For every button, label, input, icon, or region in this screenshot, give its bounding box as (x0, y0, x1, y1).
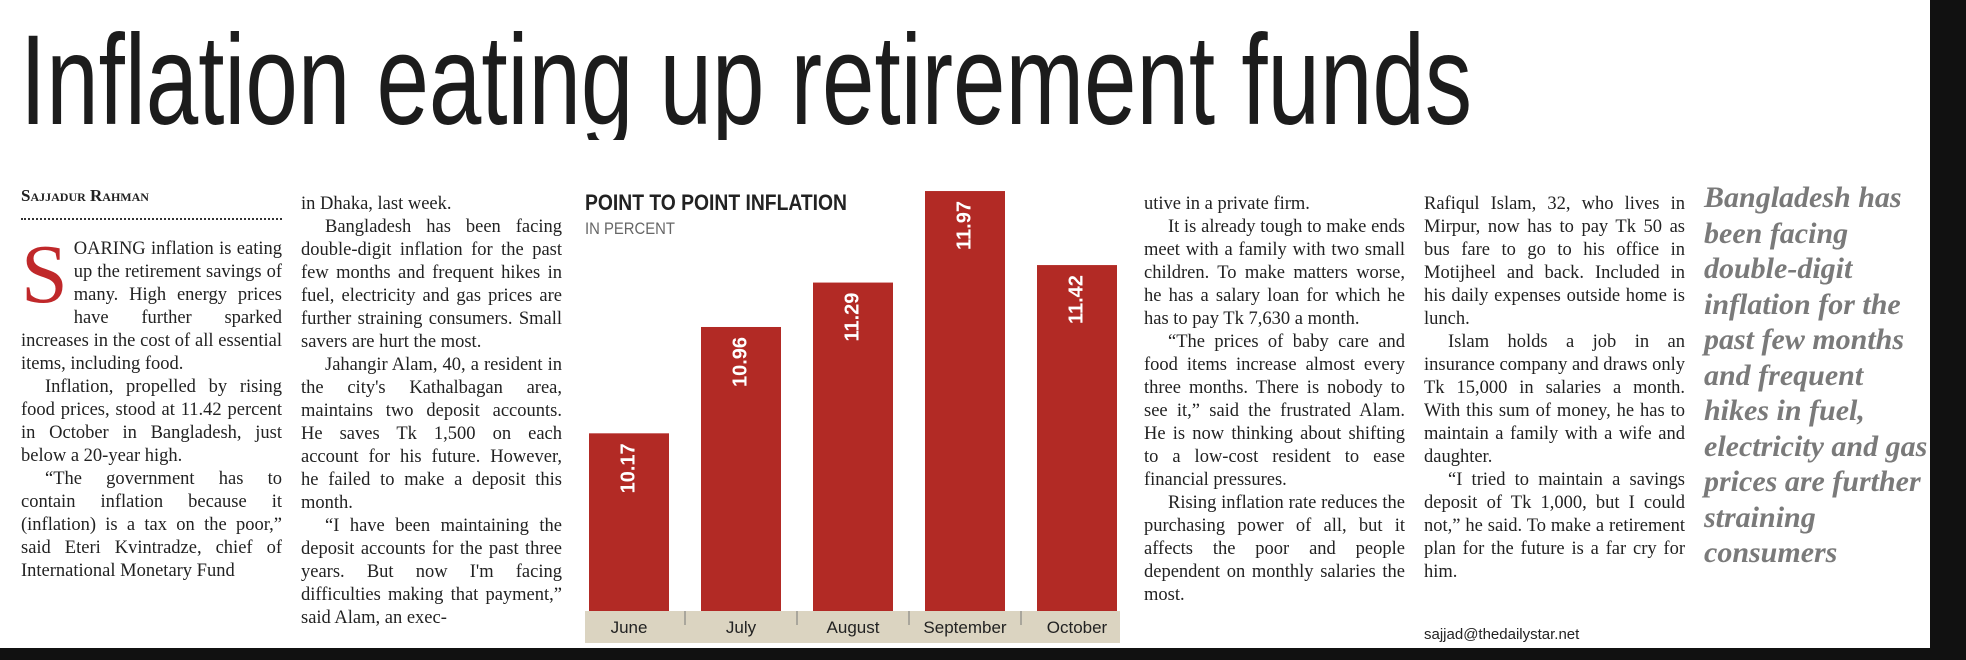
byline: Sajjadur Rahman (21, 186, 149, 205)
paragraph-text: “I tried to maintain a savings deposit o… (1424, 470, 1685, 582)
axis-band (585, 611, 1120, 643)
paragraph: Inflation, propelled by rising food pric… (21, 376, 282, 468)
column: S OARING inflation is eating up the retir… (21, 238, 282, 644)
edge (0, 648, 1966, 660)
value-label: 11.42 (1065, 275, 1087, 324)
headline-box: Inflation eating up retirement funds (20, 9, 1472, 140)
value-label: 11.29 (841, 293, 863, 342)
x-tick-label: June (611, 618, 648, 637)
paragraph: Rafiqul Islam, 32, who lives in Mirpur, … (1424, 193, 1685, 331)
chart-title: POINT TO POINT INFLATION (585, 190, 847, 215)
paragraph-text: in Dhaka, last week. (301, 194, 452, 214)
bar (1037, 265, 1117, 611)
paragraph-text: Rising inflation rate reduces the purcha… (1144, 493, 1405, 605)
paragraph-text: Jahangir Alam, 40, a resident in the cit… (301, 355, 562, 513)
paragraph: “The government has to contain inflation… (21, 468, 282, 583)
paragraph: in Dhaka, last week. (301, 193, 562, 216)
x-tick-label: August (827, 618, 880, 637)
edge (1930, 0, 1966, 660)
headline: Inflation eating up retirement funds (20, 9, 1472, 140)
chart: POINT TO POINT INFLATION IN PERCENT 10.1… (585, 190, 1120, 643)
pull-quote: Bangladesh has been facing double-digit … (1704, 181, 1928, 569)
email: sajjad@thedailystar.net (1424, 626, 1580, 643)
paragraph-text: utive in a private firm. (1144, 194, 1310, 214)
bar (813, 282, 893, 611)
paragraph-text: “I have been maintaining the deposit acc… (301, 516, 562, 628)
paragraph-text: Rafiqul Islam, 32, who lives in Mirpur, … (1424, 194, 1685, 329)
column: in Dhaka, last week. Bangladesh has been … (301, 193, 562, 644)
paragraph: Islam holds a job in an insurance compan… (1424, 331, 1685, 469)
paragraph: “The prices of baby care and food items … (1144, 331, 1405, 492)
paragraph-text: OARING inflation is eating up the retire… (21, 239, 282, 374)
column: utive in a private firm. It is already to… (1144, 193, 1405, 644)
value-label: 10.96 (729, 337, 751, 387)
paragraph: Bangladesh has been facing double-digit … (301, 216, 562, 354)
value-label: 11.97 (953, 201, 975, 250)
x-tick-label: July (726, 618, 757, 637)
column: Rafiqul Islam, 32, who lives in Mirpur, … (1424, 193, 1685, 613)
drop-cap: S (21, 238, 68, 321)
paragraph-text: “The prices of baby care and food items … (1144, 332, 1405, 490)
paragraph: “I have been maintaining the deposit acc… (301, 515, 562, 630)
byline-rule (21, 218, 282, 220)
bar (701, 326, 781, 611)
x-tick-label: October (1047, 618, 1108, 637)
bar (925, 191, 1005, 612)
paragraph-text: Islam holds a job in an insurance compan… (1424, 332, 1685, 467)
paragraph: It is already tough to make ends meet wi… (1144, 216, 1405, 331)
paragraph: OARING inflation is eating up the retire… (21, 238, 282, 376)
value-label: 10.17 (617, 443, 639, 493)
bar (589, 433, 669, 611)
chart-subtitle: IN PERCENT (585, 219, 675, 238)
paragraph: utive in a private firm. (1144, 193, 1405, 216)
paragraph-text: It is already tough to make ends meet wi… (1144, 217, 1405, 329)
paragraph-text: Bangladesh has been facing double-digit … (301, 217, 562, 352)
paragraph: Rising inflation rate reduces the purcha… (1144, 492, 1405, 607)
x-tick-label: September (923, 618, 1006, 637)
paragraph: Jahangir Alam, 40, a resident in the cit… (301, 354, 562, 515)
paragraph-text: Inflation, propelled by rising food pric… (21, 377, 282, 466)
paragraph-text: “The government has to contain inflation… (21, 469, 282, 581)
paragraph: “I tried to maintain a savings deposit o… (1424, 469, 1685, 584)
